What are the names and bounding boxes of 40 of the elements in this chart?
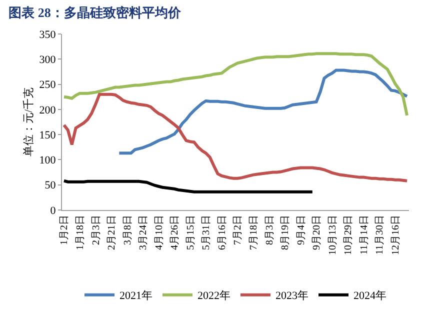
- x-tick-label: 10月13日: [327, 215, 338, 255]
- legend-label: 2024年: [354, 290, 386, 302]
- x-tick-label: 7月18日: [248, 215, 260, 250]
- legend-label: 2022年: [198, 290, 230, 302]
- x-tick-label: 9月20日: [312, 215, 323, 250]
- x-tick-label: 4月26日: [170, 215, 181, 250]
- x-tick-label: 5月15日: [185, 215, 196, 250]
- line-series: [62, 92, 409, 182]
- y-tick-label: 50: [44, 180, 56, 192]
- chart-title: 图表 28：多晶硅致密料平均价: [8, 5, 182, 20]
- y-tick-label: 350: [39, 28, 56, 41]
- x-tick-label: 1月2日: [59, 215, 70, 245]
- y-axis-title: 单位：元/千克: [22, 87, 35, 157]
- y-tick-label: 100: [39, 154, 56, 167]
- x-tick-label: 3月8日: [122, 215, 134, 245]
- x-tick-label: 6月16日: [216, 215, 228, 250]
- x-tick-label: 12月16日: [390, 215, 402, 255]
- x-tick-label: 9月4日: [296, 215, 307, 245]
- x-tick-label: 8月19日: [280, 215, 292, 250]
- legend-label: 2021年: [120, 290, 152, 302]
- x-tick-label: 11月14日: [358, 215, 370, 255]
- y-tick-label: 150: [39, 129, 56, 142]
- x-tick-label: 2月21日: [106, 215, 118, 250]
- x-tick-label: 11月30日: [374, 215, 386, 255]
- line-series: [118, 68, 409, 155]
- y-tick-label: 200: [39, 104, 56, 116]
- x-tick-label: 3月24日: [138, 215, 150, 250]
- x-tick-label: 10月29日: [343, 215, 354, 255]
- x-tick-label: 7月2日: [232, 215, 244, 245]
- y-tick-label: 300: [39, 54, 56, 66]
- x-tick-label: 1月18日: [74, 215, 86, 250]
- x-tick-label: 8月3日: [264, 215, 276, 245]
- x-tick-label: 4月10日: [154, 215, 165, 250]
- y-tick-label: 0: [50, 204, 56, 217]
- x-tick-label: 5月31日: [201, 215, 212, 250]
- line-series: [62, 52, 409, 117]
- y-tick-label: 250: [39, 79, 56, 92]
- legend-label: 2023年: [276, 290, 308, 302]
- line-series: [62, 179, 314, 194]
- x-tick-label: 2月3日: [90, 215, 102, 245]
